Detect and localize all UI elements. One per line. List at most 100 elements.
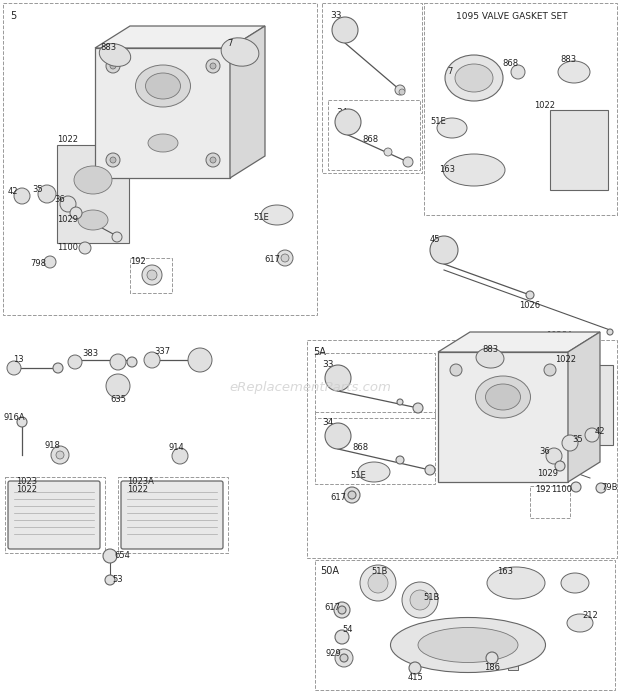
- Text: 35: 35: [33, 186, 43, 195]
- Circle shape: [127, 357, 137, 367]
- Text: 635: 635: [110, 396, 126, 405]
- Circle shape: [450, 364, 462, 376]
- Text: 868: 868: [362, 136, 378, 145]
- Circle shape: [53, 363, 63, 373]
- Circle shape: [571, 482, 581, 492]
- Circle shape: [546, 448, 562, 464]
- Bar: [555, 365, 613, 445]
- Ellipse shape: [443, 154, 505, 186]
- Bar: [315, 560, 615, 690]
- Text: 415: 415: [407, 674, 423, 683]
- Polygon shape: [230, 26, 265, 178]
- Ellipse shape: [146, 73, 180, 99]
- Polygon shape: [95, 26, 265, 48]
- Ellipse shape: [418, 627, 518, 663]
- Ellipse shape: [455, 64, 493, 92]
- Text: 654: 654: [114, 552, 130, 561]
- Text: 35: 35: [573, 435, 583, 444]
- Bar: [530, 486, 570, 518]
- Text: 868: 868: [352, 444, 368, 453]
- Text: 79B: 79B: [602, 482, 618, 491]
- Circle shape: [325, 365, 351, 391]
- Circle shape: [338, 606, 346, 614]
- Ellipse shape: [391, 617, 546, 672]
- Circle shape: [544, 364, 556, 376]
- Text: 1095 VALVE GASKET SET: 1095 VALVE GASKET SET: [456, 12, 568, 21]
- Circle shape: [425, 465, 435, 475]
- Text: 337: 337: [154, 347, 170, 356]
- Text: 1023: 1023: [16, 477, 37, 486]
- Circle shape: [396, 456, 404, 464]
- Circle shape: [210, 157, 216, 163]
- Text: 1028A: 1028A: [547, 331, 574, 340]
- Circle shape: [399, 89, 405, 95]
- Circle shape: [585, 428, 599, 442]
- Circle shape: [106, 59, 120, 73]
- Bar: [315, 412, 435, 484]
- Circle shape: [14, 188, 30, 204]
- Circle shape: [325, 423, 351, 449]
- Text: 1026: 1026: [520, 301, 541, 310]
- Ellipse shape: [221, 38, 259, 66]
- Ellipse shape: [558, 61, 590, 83]
- Circle shape: [360, 565, 396, 601]
- Circle shape: [206, 59, 220, 73]
- Circle shape: [368, 573, 388, 593]
- Circle shape: [112, 232, 122, 242]
- Circle shape: [335, 109, 361, 135]
- Text: 883: 883: [560, 55, 576, 64]
- Text: 1023A: 1023A: [127, 477, 154, 486]
- Text: 33: 33: [322, 360, 334, 369]
- Circle shape: [188, 348, 212, 372]
- Text: 51E: 51E: [253, 213, 269, 222]
- Text: 51B: 51B: [372, 566, 388, 575]
- Text: 383: 383: [82, 349, 98, 358]
- Text: 798: 798: [30, 259, 46, 268]
- Circle shape: [110, 157, 116, 163]
- Text: 186: 186: [484, 663, 500, 672]
- Circle shape: [147, 270, 157, 280]
- Bar: [5, 477, 105, 553]
- Text: 51E: 51E: [430, 118, 446, 127]
- Circle shape: [384, 148, 392, 156]
- Ellipse shape: [476, 376, 531, 418]
- Bar: [95, 48, 230, 178]
- Circle shape: [172, 448, 188, 464]
- Text: 163: 163: [497, 568, 513, 577]
- Bar: [550, 110, 608, 190]
- Circle shape: [281, 254, 289, 262]
- Text: 192: 192: [130, 256, 146, 265]
- Text: 883: 883: [482, 344, 498, 353]
- Text: 929: 929: [325, 649, 341, 658]
- Circle shape: [335, 649, 353, 667]
- Circle shape: [210, 63, 216, 69]
- Circle shape: [110, 63, 116, 69]
- Circle shape: [409, 662, 421, 674]
- Bar: [315, 353, 435, 418]
- Circle shape: [56, 451, 64, 459]
- Circle shape: [332, 17, 358, 43]
- Text: 7: 7: [228, 40, 232, 49]
- Circle shape: [277, 250, 293, 266]
- Circle shape: [60, 196, 76, 212]
- Polygon shape: [568, 332, 600, 482]
- Circle shape: [555, 461, 565, 471]
- Text: 1022: 1022: [16, 484, 37, 493]
- Bar: [130, 258, 172, 293]
- Text: 42: 42: [595, 428, 605, 437]
- Circle shape: [17, 417, 27, 427]
- Ellipse shape: [437, 118, 467, 138]
- Circle shape: [206, 153, 220, 167]
- Ellipse shape: [445, 55, 503, 101]
- Text: 1029: 1029: [538, 469, 559, 478]
- Circle shape: [410, 590, 430, 610]
- Bar: [328, 100, 420, 170]
- Text: 34: 34: [336, 108, 347, 117]
- Text: 883: 883: [100, 42, 116, 51]
- Text: 1029: 1029: [58, 216, 79, 225]
- Circle shape: [607, 329, 613, 335]
- Ellipse shape: [561, 573, 589, 593]
- Circle shape: [348, 491, 356, 499]
- Text: 36: 36: [539, 448, 551, 457]
- FancyBboxPatch shape: [8, 481, 100, 549]
